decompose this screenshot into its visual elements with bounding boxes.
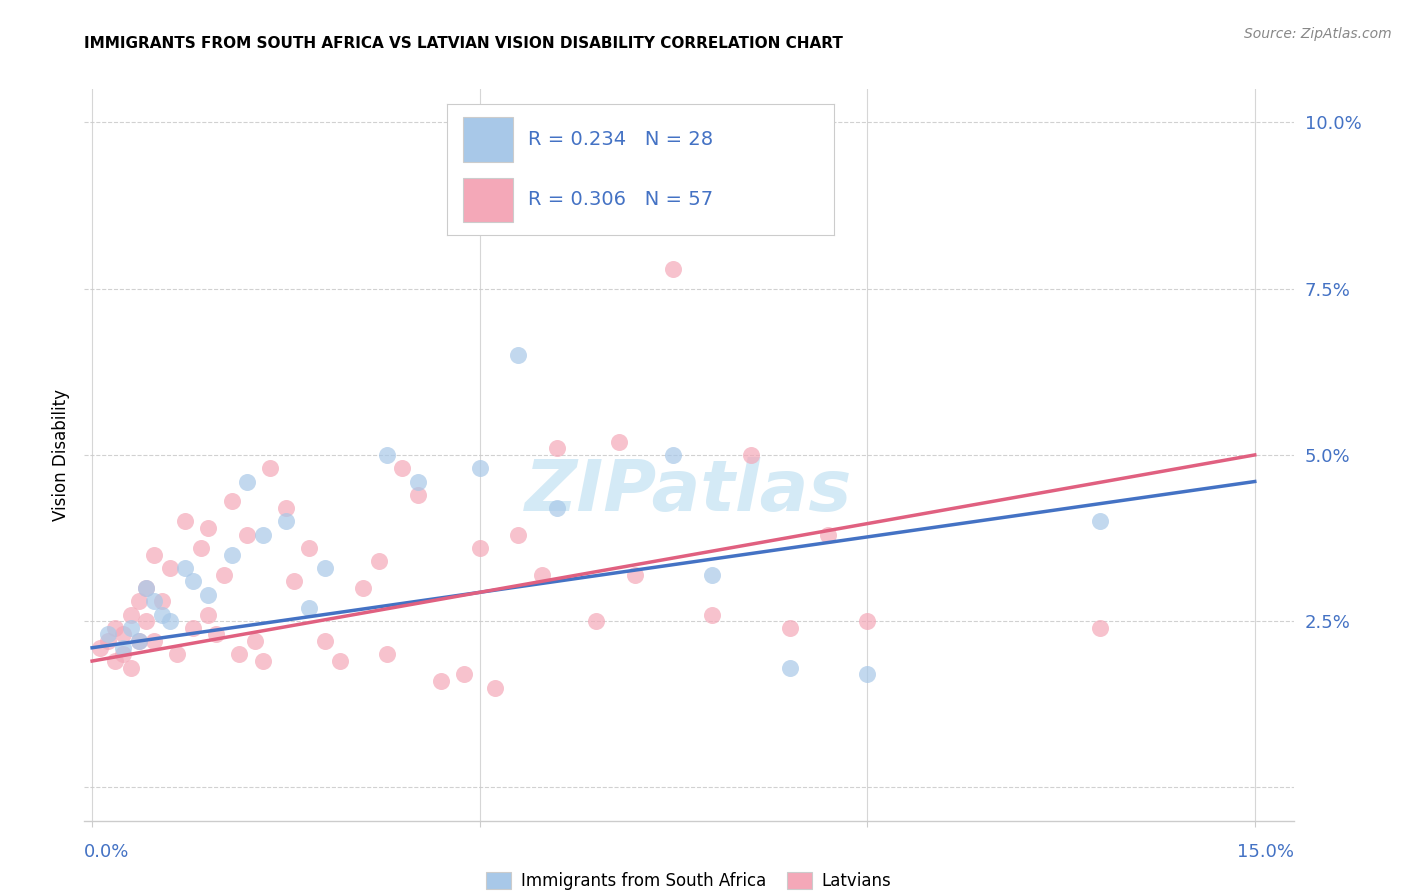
Point <box>104 621 127 635</box>
Point <box>779 621 801 635</box>
Point <box>406 488 429 502</box>
Point <box>623 567 645 582</box>
Point <box>298 541 321 555</box>
Text: 0.0%: 0.0% <box>84 843 129 861</box>
Point <box>274 501 297 516</box>
Point <box>112 627 135 641</box>
Point <box>508 348 530 362</box>
Point <box>740 448 762 462</box>
Point <box>662 261 685 276</box>
Point <box>143 548 166 562</box>
Point <box>150 607 173 622</box>
Point <box>259 461 281 475</box>
Point <box>406 475 429 489</box>
Point <box>430 673 453 688</box>
Point <box>662 448 685 462</box>
Point <box>104 654 127 668</box>
Point <box>128 634 150 648</box>
Point <box>243 634 266 648</box>
Point <box>166 648 188 662</box>
Point <box>120 621 142 635</box>
Point <box>181 621 204 635</box>
Point <box>197 521 219 535</box>
Point <box>484 681 506 695</box>
Point <box>546 442 568 456</box>
Point <box>190 541 212 555</box>
Point <box>120 607 142 622</box>
Point <box>135 581 157 595</box>
Point <box>779 661 801 675</box>
Point <box>314 561 336 575</box>
Point <box>453 667 475 681</box>
Point <box>252 654 274 668</box>
Point <box>89 640 111 655</box>
Point <box>391 461 413 475</box>
Point <box>236 527 259 541</box>
Point <box>197 607 219 622</box>
Point <box>607 434 630 449</box>
Point <box>468 461 491 475</box>
Text: 15.0%: 15.0% <box>1236 843 1294 861</box>
Point <box>352 581 374 595</box>
Point <box>97 627 120 641</box>
Point <box>623 209 645 223</box>
Point <box>150 594 173 608</box>
Point <box>135 581 157 595</box>
Point <box>1088 515 1111 529</box>
Point <box>135 614 157 628</box>
Text: Source: ZipAtlas.com: Source: ZipAtlas.com <box>1244 27 1392 41</box>
Point <box>228 648 250 662</box>
Point <box>274 515 297 529</box>
Y-axis label: Vision Disability: Vision Disability <box>52 389 70 521</box>
Point <box>856 614 879 628</box>
Point <box>375 648 398 662</box>
Point <box>97 634 120 648</box>
Point <box>120 661 142 675</box>
Point <box>159 561 181 575</box>
Text: ZIPatlas: ZIPatlas <box>526 457 852 526</box>
Point <box>375 448 398 462</box>
Point <box>1088 621 1111 635</box>
Point <box>128 634 150 648</box>
Point <box>181 574 204 589</box>
Point <box>159 614 181 628</box>
Point <box>174 515 197 529</box>
Point <box>221 548 243 562</box>
Legend: Immigrants from South Africa, Latvians: Immigrants from South Africa, Latvians <box>479 865 898 892</box>
Point <box>197 588 219 602</box>
Point <box>329 654 352 668</box>
Point <box>546 501 568 516</box>
Point <box>367 554 389 568</box>
Point <box>143 634 166 648</box>
Point <box>236 475 259 489</box>
Point <box>205 627 228 641</box>
Point <box>298 600 321 615</box>
Point <box>128 594 150 608</box>
Point <box>585 614 607 628</box>
Point <box>468 541 491 555</box>
Point <box>856 667 879 681</box>
Text: IMMIGRANTS FROM SOUTH AFRICA VS LATVIAN VISION DISABILITY CORRELATION CHART: IMMIGRANTS FROM SOUTH AFRICA VS LATVIAN … <box>84 36 844 51</box>
Point <box>508 527 530 541</box>
Point <box>817 527 839 541</box>
Point <box>221 494 243 508</box>
Point <box>112 648 135 662</box>
Point <box>252 527 274 541</box>
Point <box>530 567 553 582</box>
Point <box>702 607 724 622</box>
Point <box>283 574 305 589</box>
Point <box>212 567 235 582</box>
Point <box>112 640 135 655</box>
Point <box>143 594 166 608</box>
Point <box>314 634 336 648</box>
Point <box>174 561 197 575</box>
Point <box>702 567 724 582</box>
